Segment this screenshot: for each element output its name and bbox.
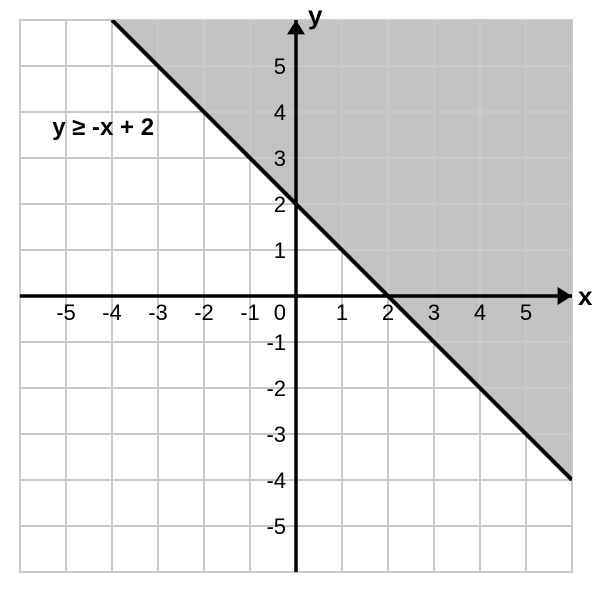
x-axis-title: x bbox=[578, 281, 593, 311]
x-tick-label: -2 bbox=[194, 300, 214, 325]
inequality-chart: -5 -4 -3 -2 -1 1 2 3 4 5 -5 -4 -3 -2 -1 1 2 3 4 5 0 x y y ≥ -x … bbox=[0, 0, 600, 600]
x-tick-label: 4 bbox=[474, 300, 486, 325]
x-tick-label: 1 bbox=[336, 300, 348, 325]
y-tick-label: -4 bbox=[266, 468, 286, 493]
y-axis-title: y bbox=[308, 0, 323, 30]
x-tick-label: 2 bbox=[382, 300, 394, 325]
y-tick-label: -2 bbox=[266, 376, 286, 401]
x-tick-label: -5 bbox=[56, 300, 76, 325]
y-tick-label: 1 bbox=[274, 238, 286, 263]
y-tick-label: 3 bbox=[274, 146, 286, 171]
x-tick-label: -1 bbox=[240, 300, 260, 325]
y-tick-label: 5 bbox=[274, 54, 286, 79]
y-tick-label: -3 bbox=[266, 422, 286, 447]
y-tick-label: -1 bbox=[266, 330, 286, 355]
x-tick-label: -3 bbox=[148, 300, 168, 325]
inequality-label: y ≥ -x + 2 bbox=[52, 114, 154, 141]
y-tick-label: -5 bbox=[266, 514, 286, 539]
origin-label: 0 bbox=[274, 300, 286, 325]
x-tick-label: 5 bbox=[520, 300, 532, 325]
x-tick-label: 3 bbox=[428, 300, 440, 325]
x-tick-label: -4 bbox=[102, 300, 122, 325]
y-tick-label: 4 bbox=[274, 100, 286, 125]
y-tick-label: 2 bbox=[274, 192, 286, 217]
